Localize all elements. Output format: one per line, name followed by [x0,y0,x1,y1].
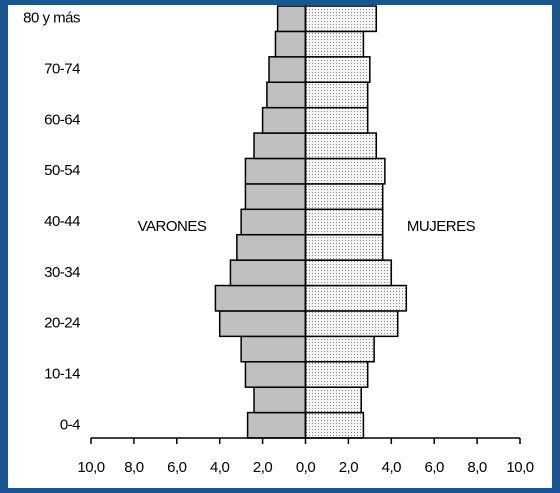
bar [304,5,378,33]
bar [304,335,375,363]
bar [218,310,307,338]
bar [253,386,307,414]
bar [240,335,307,363]
y-tick-label: 20-24 [44,315,80,332]
x-tick-label: 4,0 [382,459,402,476]
x-tick-label: 10,0 [77,459,104,476]
bar [304,411,365,439]
y-tick-label: 10-14 [44,365,80,382]
x-tick-label: 2,0 [253,459,273,476]
bar [304,361,369,388]
bar [304,56,371,83]
y-tick-label: 0-4 [60,416,80,433]
bar [229,259,307,287]
bar [304,386,363,414]
bar [261,106,307,134]
bar [304,310,399,338]
x-tick-label: 2,0 [339,459,359,476]
bar [276,5,307,33]
bar [274,30,307,58]
bar [214,284,307,312]
bar [244,361,307,388]
series-label: VARONES [138,218,207,235]
bar [304,284,408,312]
bar [244,183,307,211]
bar [240,208,307,236]
x-tick-label: 8,0 [467,459,487,476]
y-tick-label: 60-64 [44,111,80,128]
y-tick-label: 30-34 [44,264,80,281]
x-tick-label: 4,0 [210,459,230,476]
y-tick-label: 40-44 [44,213,80,230]
y-tick-label: 70-74 [44,60,80,77]
bar [304,208,384,236]
y-tick-label: 80 y más [23,10,80,27]
bar [304,233,384,261]
x-tick-label: 8,0 [124,459,144,476]
bar [236,233,307,261]
y-tick-label: 50-54 [44,162,80,179]
x-tick-label: 10,0 [506,459,533,476]
series-label: MUJERES [407,218,476,235]
x-tick-label: 0,0 [296,459,316,476]
bar [304,157,386,185]
bar [304,81,369,109]
bar [246,411,307,439]
bar [268,56,307,83]
bar [244,157,307,185]
bar [253,132,307,160]
bar [266,81,307,109]
bar [304,259,393,287]
bar [304,30,365,58]
bar [304,183,384,211]
bar [304,106,369,134]
bar [304,132,378,160]
x-tick-label: 6,0 [425,459,445,476]
x-tick-label: 6,0 [167,459,187,476]
